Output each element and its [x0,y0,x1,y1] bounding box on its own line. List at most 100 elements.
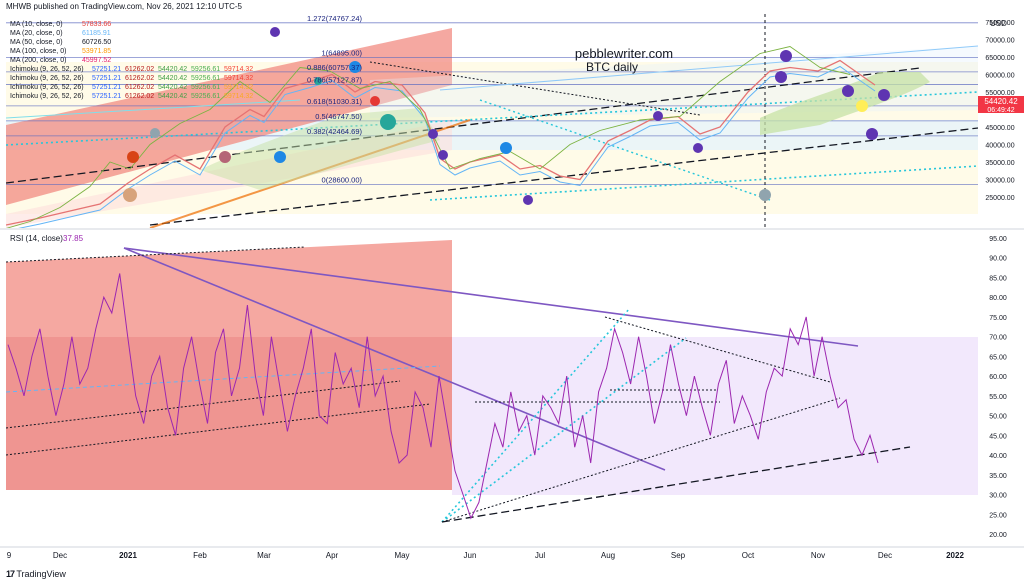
rsi-axis: 95.00 90.00 85.00 80.00 75.00 70.00 65.00 60.00… [989,236,1007,539]
chart-marker [274,151,286,163]
price-axis-tick: 35000.00 [985,160,1014,167]
fib-level-label: 0.786(57127.87) [307,76,363,85]
rsi-support-dashed [441,446,911,523]
chart-marker [123,188,137,202]
legend-value: 57251.21 [92,75,121,82]
watermark-line2: BTC daily [586,60,638,74]
rsi-axis-tick: 75.00 [989,315,1007,322]
chart-marker [500,142,512,154]
price-pane: 1.272(74767.24) 1(64895.00) 0.886(60757.37… [6,14,978,228]
legend-value: 57833.66 [82,21,111,28]
chikou-line [6,46,851,228]
rsi-red-zone [6,240,452,490]
legend-label: Ichimoku (9, 26, 52, 26) [10,75,84,82]
time-axis-tick: 2021 [119,551,137,560]
chart-marker [780,50,792,62]
price-tag-value: 54420.42 [984,97,1018,106]
time-axis-tick: Feb [193,551,207,560]
fib-level-label: 0.886(60757.37) [307,63,363,72]
legend-label: Ichimoku (9, 26, 52, 26) [10,93,84,100]
rsi-band-70-30 [452,337,978,495]
rsi-axis-tick: 60.00 [989,374,1007,381]
price-axis-tick: 45000.00 [985,125,1014,132]
rsi-axis-tick: 65.00 [989,354,1007,361]
tradingview-logo-icon: 17 [6,569,15,579]
rsi-axis-tick: 45.00 [989,433,1007,440]
price-axis-tick: 30000.00 [985,178,1014,185]
price-tag [978,96,1024,113]
rsi-axis-tick: 40.00 [989,453,1007,460]
time-axis-tick: Apr [326,551,339,560]
price-axis-tick: 75000.00 [985,20,1014,27]
chart-marker [438,150,448,160]
trendline-dashed [6,67,921,184]
legend-value: 57251.21 [92,93,121,100]
legend-value: 57251.21 [92,84,121,91]
rsi-axis-tick: 25.00 [989,512,1007,519]
legend-value: 54420.42 [158,66,187,73]
chart-marker [653,111,663,121]
legend-value: 59256.61 [191,84,220,91]
chart-marker [219,151,231,163]
legend-value: 54420.42 [158,75,187,82]
time-axis-tick: Jul [535,551,545,560]
time-axis-tick: 9 [7,551,12,560]
rsi-axis-tick: 95.00 [989,236,1007,243]
price-axis-tick: 60000.00 [985,73,1014,80]
legend-value: 53971.85 [82,48,111,55]
chart-marker [878,89,890,101]
legend-label: MA (100, close, 0) [10,48,66,55]
legend-value: 59714.32 [224,84,253,91]
time-axis-tick: Sep [671,551,686,560]
tradingview-footer: 17 TradingView [6,569,66,579]
price-axis-tick: 55000.00 [985,90,1014,97]
time-axis: 9 Dec 2021 Feb Mar Apr May Jun Jul Aug Sep Oct Nov De… [7,551,965,560]
chart-marker [866,128,878,140]
legend-value: 54420.42 [158,84,187,91]
axis-unit: USD [990,19,1007,28]
rsi-axis-tick: 20.00 [989,532,1007,539]
price-tag-countdown: 06:49:42 [987,107,1014,114]
rsi-axis-tick: 35.00 [989,473,1007,480]
time-axis-tick: Dec [878,551,892,560]
fib-level-label: 1.272(74767.24) [307,14,363,23]
rsi-label: RSI (14, close) [10,234,63,243]
rsi-axis-tick: 80.00 [989,295,1007,302]
legend-value: 61262.02 [125,84,154,91]
legend-value: 59256.61 [191,66,220,73]
time-axis-tick: Aug [601,551,615,560]
rsi-axis-tick: 70.00 [989,335,1007,342]
legend-label: MA (20, close, 0) [10,30,63,37]
fib-level-label: 0(28600.00) [322,175,363,184]
fib-level-label: 1(64895.00) [322,48,363,57]
rsi-trendline-down [123,247,666,471]
legend-value: 59256.61 [191,75,220,82]
legend-value: 61262.02 [125,93,154,100]
chart-marker [270,27,280,37]
legend-value: 61262.02 [125,66,154,73]
legend-value: 59714.32 [224,93,253,100]
chart-marker [759,189,771,201]
rsi-line [7,273,879,520]
chart-marker [428,129,438,139]
rsi-pane [6,232,978,546]
chart-marker [127,151,139,163]
legend-value: 54420.42 [158,93,187,100]
legend-label: MA (10, close, 0) [10,21,63,28]
publish-header: MHWB published on TradingView.com, Nov 2… [6,2,242,11]
legend-value: 61185.91 [82,30,111,37]
chart-marker [523,195,533,205]
rsi-axis-tick: 50.00 [989,414,1007,421]
chart-marker [349,61,361,73]
time-axis-tick: May [394,551,409,560]
watermark-line1: pebblewriter.com [575,46,673,61]
chart-marker [842,85,854,97]
rsi-value: 37.85 [63,234,84,243]
price-axis-tick: 25000.00 [985,195,1014,202]
rsi-axis-tick: 85.00 [989,275,1007,282]
legend-label: MA (200, close, 0) [10,57,66,64]
rsi-axis-tick: 30.00 [989,493,1007,500]
legend-label: Ichimoku (9, 26, 52, 26) [10,84,84,91]
indicator-legend: MA (10, close, 0) 57833.66 MA (20, close, … [10,21,253,100]
